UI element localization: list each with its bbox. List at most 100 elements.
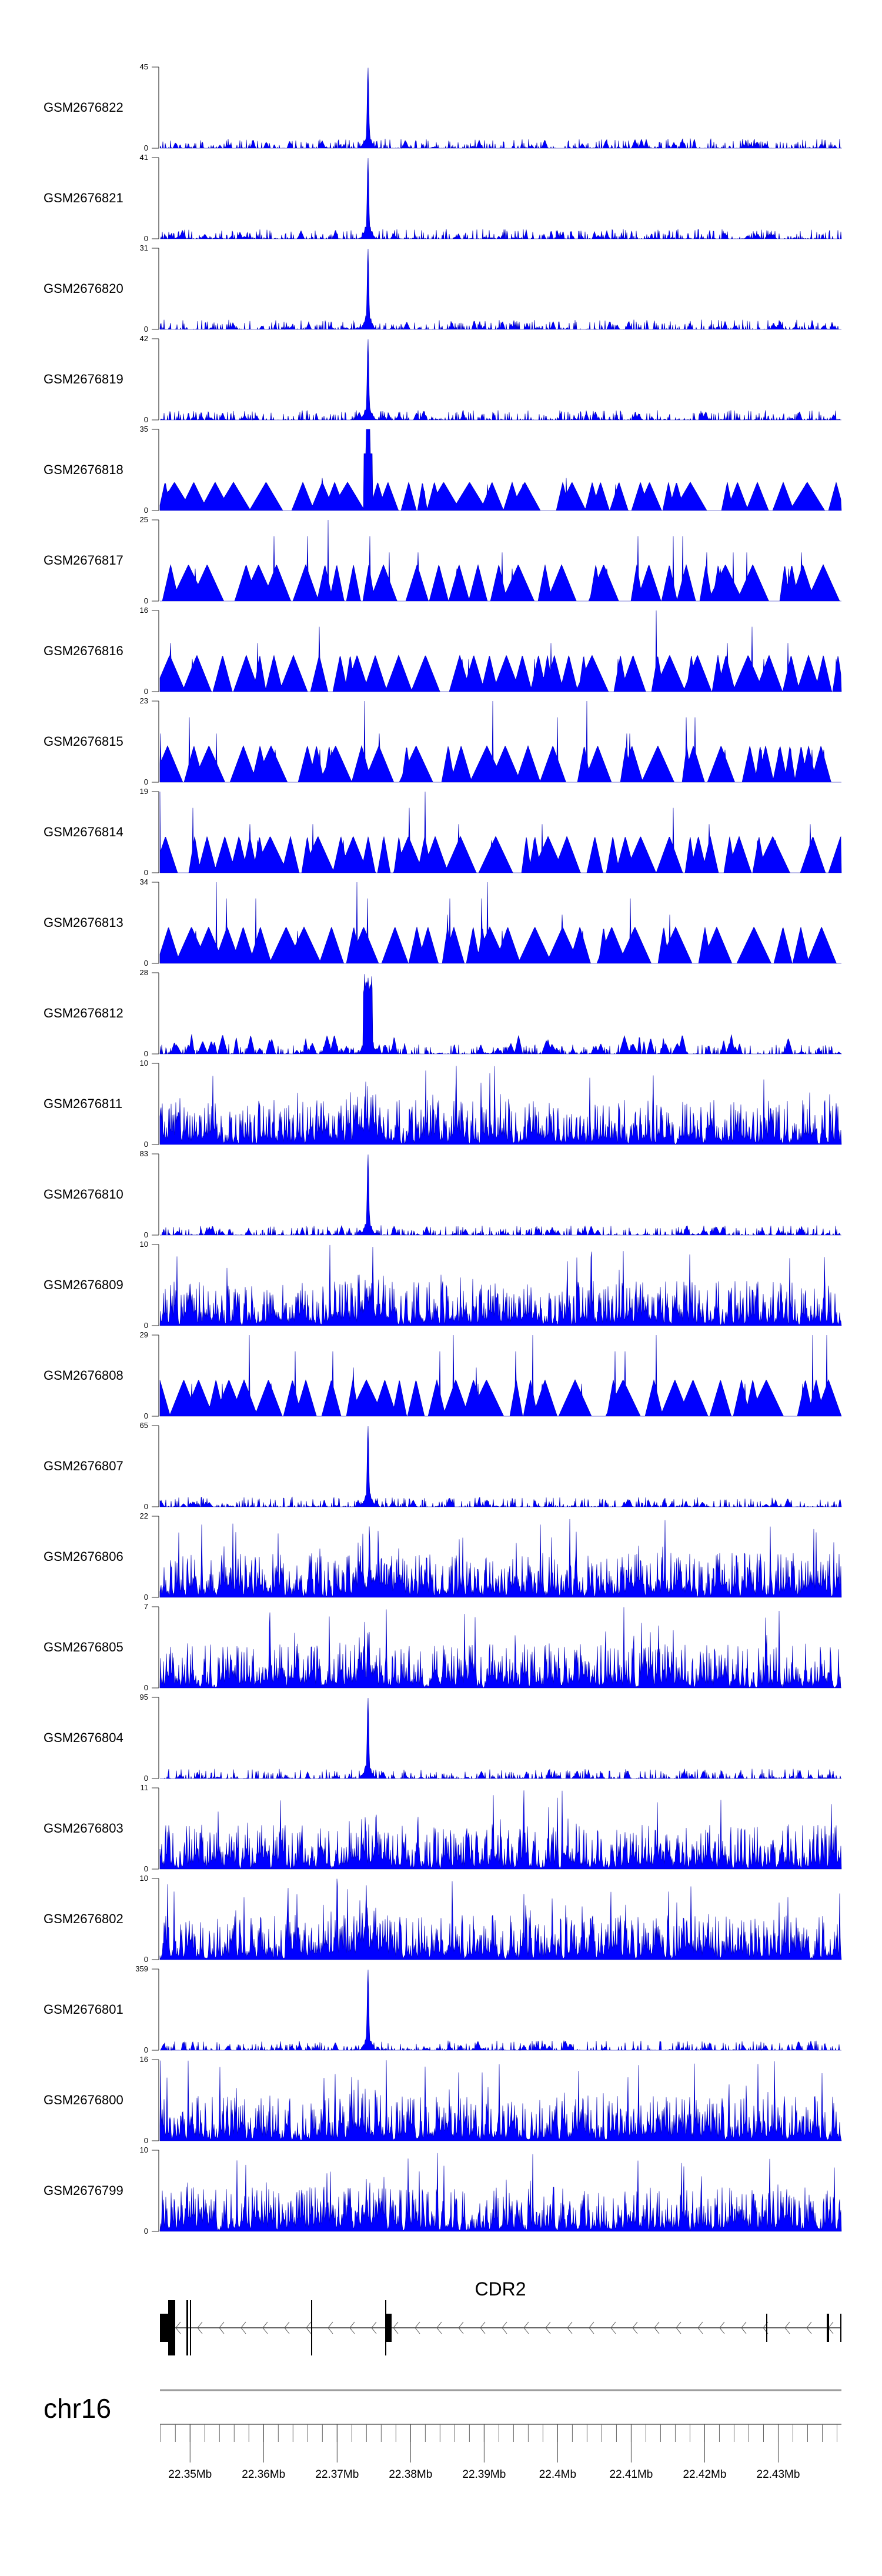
exon [385, 2300, 386, 2355]
y-min-label: 0 [144, 778, 148, 786]
strand-arrow-icon [349, 2321, 355, 2334]
track-label: GSM2676804 [44, 1730, 123, 1745]
genome-axis: chr16 22.35Mb 22.36Mb 22.37Mb 22.38Mb 22.39M… [44, 2389, 841, 2481]
signal-area [160, 339, 842, 421]
track-GSM2676805: GSM2676805 7 0 [44, 1602, 841, 1692]
y-min-label: 0 [144, 144, 148, 152]
strand-arrow-icon [502, 2321, 507, 2334]
y-max-label: 16 [140, 2055, 148, 2064]
track-GSM2676820: GSM2676820 31 0 [44, 243, 841, 333]
exon [190, 2300, 191, 2355]
exon [160, 2314, 168, 2342]
y-min-label: 0 [144, 1955, 148, 1964]
y-max-label: 22 [140, 1511, 148, 1520]
y-min-label: 0 [144, 415, 148, 424]
y-max-label: 31 [140, 243, 148, 252]
exon [311, 2300, 312, 2355]
exon [168, 2300, 175, 2355]
strand-arrow-icon [610, 2321, 616, 2334]
strand-arrow-icon [676, 2321, 681, 2334]
track-GSM2676817: GSM2676817 25 0 [44, 515, 841, 605]
y-max-label: 10 [140, 1240, 148, 1249]
strand-arrow-icon [197, 2321, 203, 2334]
y-min-label: 0 [144, 959, 148, 967]
exon [827, 2314, 829, 2342]
signal-area [160, 1154, 841, 1236]
y-min-label: 0 [144, 2136, 148, 2145]
track-GSM2676810: GSM2676810 83 0 [44, 1149, 841, 1239]
signal-area [159, 974, 842, 1055]
y-min-label: 0 [144, 506, 148, 515]
strand-arrow-icon [219, 2321, 225, 2334]
signal-area [160, 1969, 841, 2051]
signal-area [159, 429, 842, 511]
track-GSM2676818: GSM2676818 35 0 [44, 425, 842, 515]
exon [386, 2314, 392, 2342]
y-min-label: 0 [144, 596, 148, 605]
y-max-label: 359 [135, 1964, 148, 1973]
signal-area [159, 2153, 842, 2232]
exon [766, 2314, 767, 2342]
y-max-label: 25 [140, 515, 148, 524]
y-min-label: 0 [144, 1140, 148, 1149]
track-GSM2676806: GSM2676806 22 0 [44, 1511, 842, 1601]
y-max-label: 42 [140, 334, 148, 343]
strand-arrow-icon [284, 2321, 290, 2334]
signal-area [159, 1790, 842, 1870]
y-max-label: 83 [140, 1149, 148, 1158]
gene-track: CDR2 [160, 2278, 841, 2355]
y-max-label: 29 [140, 1330, 148, 1339]
track-label: GSM2676816 [44, 643, 123, 658]
y-max-label: 19 [140, 787, 148, 796]
track-label: GSM2676807 [44, 1459, 123, 1473]
x-tick-label: 22.42Mb [683, 2468, 726, 2481]
track-label: GSM2676809 [44, 1277, 123, 1292]
track-GSM2676811: GSM2676811 10 0 [44, 1059, 842, 1149]
gene-name-label: CDR2 [475, 2278, 526, 2300]
track-label: GSM2676808 [44, 1368, 123, 1383]
strand-arrow-icon [240, 2321, 246, 2334]
track-GSM2676812: GSM2676812 28 0 [44, 968, 842, 1058]
y-min-label: 0 [144, 1864, 148, 1873]
track-label: GSM2676819 [44, 372, 123, 386]
y-min-label: 0 [144, 1230, 148, 1239]
y-min-label: 0 [144, 1502, 148, 1511]
track-label: GSM2676821 [44, 191, 123, 205]
y-min-label: 0 [144, 2227, 148, 2235]
y-max-label: 65 [140, 1421, 148, 1430]
y-min-label: 0 [144, 868, 148, 877]
y-max-label: 35 [140, 425, 148, 433]
track-GSM2676821: GSM2676821 41 0 [44, 153, 842, 243]
strand-arrow-icon [654, 2321, 660, 2334]
track-label: GSM2676806 [44, 1549, 123, 1564]
y-max-label: 11 [141, 1783, 149, 1792]
signal-area [160, 1697, 842, 1780]
track-GSM2676803: GSM2676803 11 0 [44, 1783, 842, 1873]
chromosome-label: chr16 [44, 2393, 111, 2424]
track-GSM2676801: GSM2676801 359 0 [44, 1964, 841, 2054]
y-min-label: 0 [144, 1774, 148, 1783]
x-tick-label: 22.39Mb [462, 2468, 506, 2481]
track-label: GSM2676799 [44, 2183, 123, 2198]
strand-arrow-icon [806, 2321, 812, 2334]
strand-arrow-icon [741, 2321, 747, 2334]
signal-area [159, 158, 842, 240]
track-label: GSM2676802 [44, 1911, 123, 1926]
track-GSM2676807: GSM2676807 65 0 [44, 1421, 842, 1511]
y-max-label: 7 [144, 1602, 148, 1611]
x-tick-label: 22.38Mb [389, 2468, 432, 2481]
signal-area [159, 248, 841, 331]
track-label: GSM2676820 [44, 281, 123, 296]
track-label: GSM2676818 [44, 462, 123, 477]
y-max-label: 10 [140, 2145, 148, 2154]
strand-arrow-icon [545, 2321, 551, 2334]
x-tick-label: 22.41Mb [609, 2468, 653, 2481]
signal-area [159, 882, 841, 964]
track-label: GSM2676815 [44, 734, 123, 749]
y-min-label: 0 [144, 1593, 148, 1601]
track-GSM2676799: GSM2676799 10 0 [44, 2145, 842, 2235]
signal-area [160, 519, 841, 602]
y-min-label: 0 [144, 1049, 148, 1058]
y-max-label: 28 [140, 968, 148, 977]
track-GSM2676815: GSM2676815 23 0 [44, 696, 841, 786]
